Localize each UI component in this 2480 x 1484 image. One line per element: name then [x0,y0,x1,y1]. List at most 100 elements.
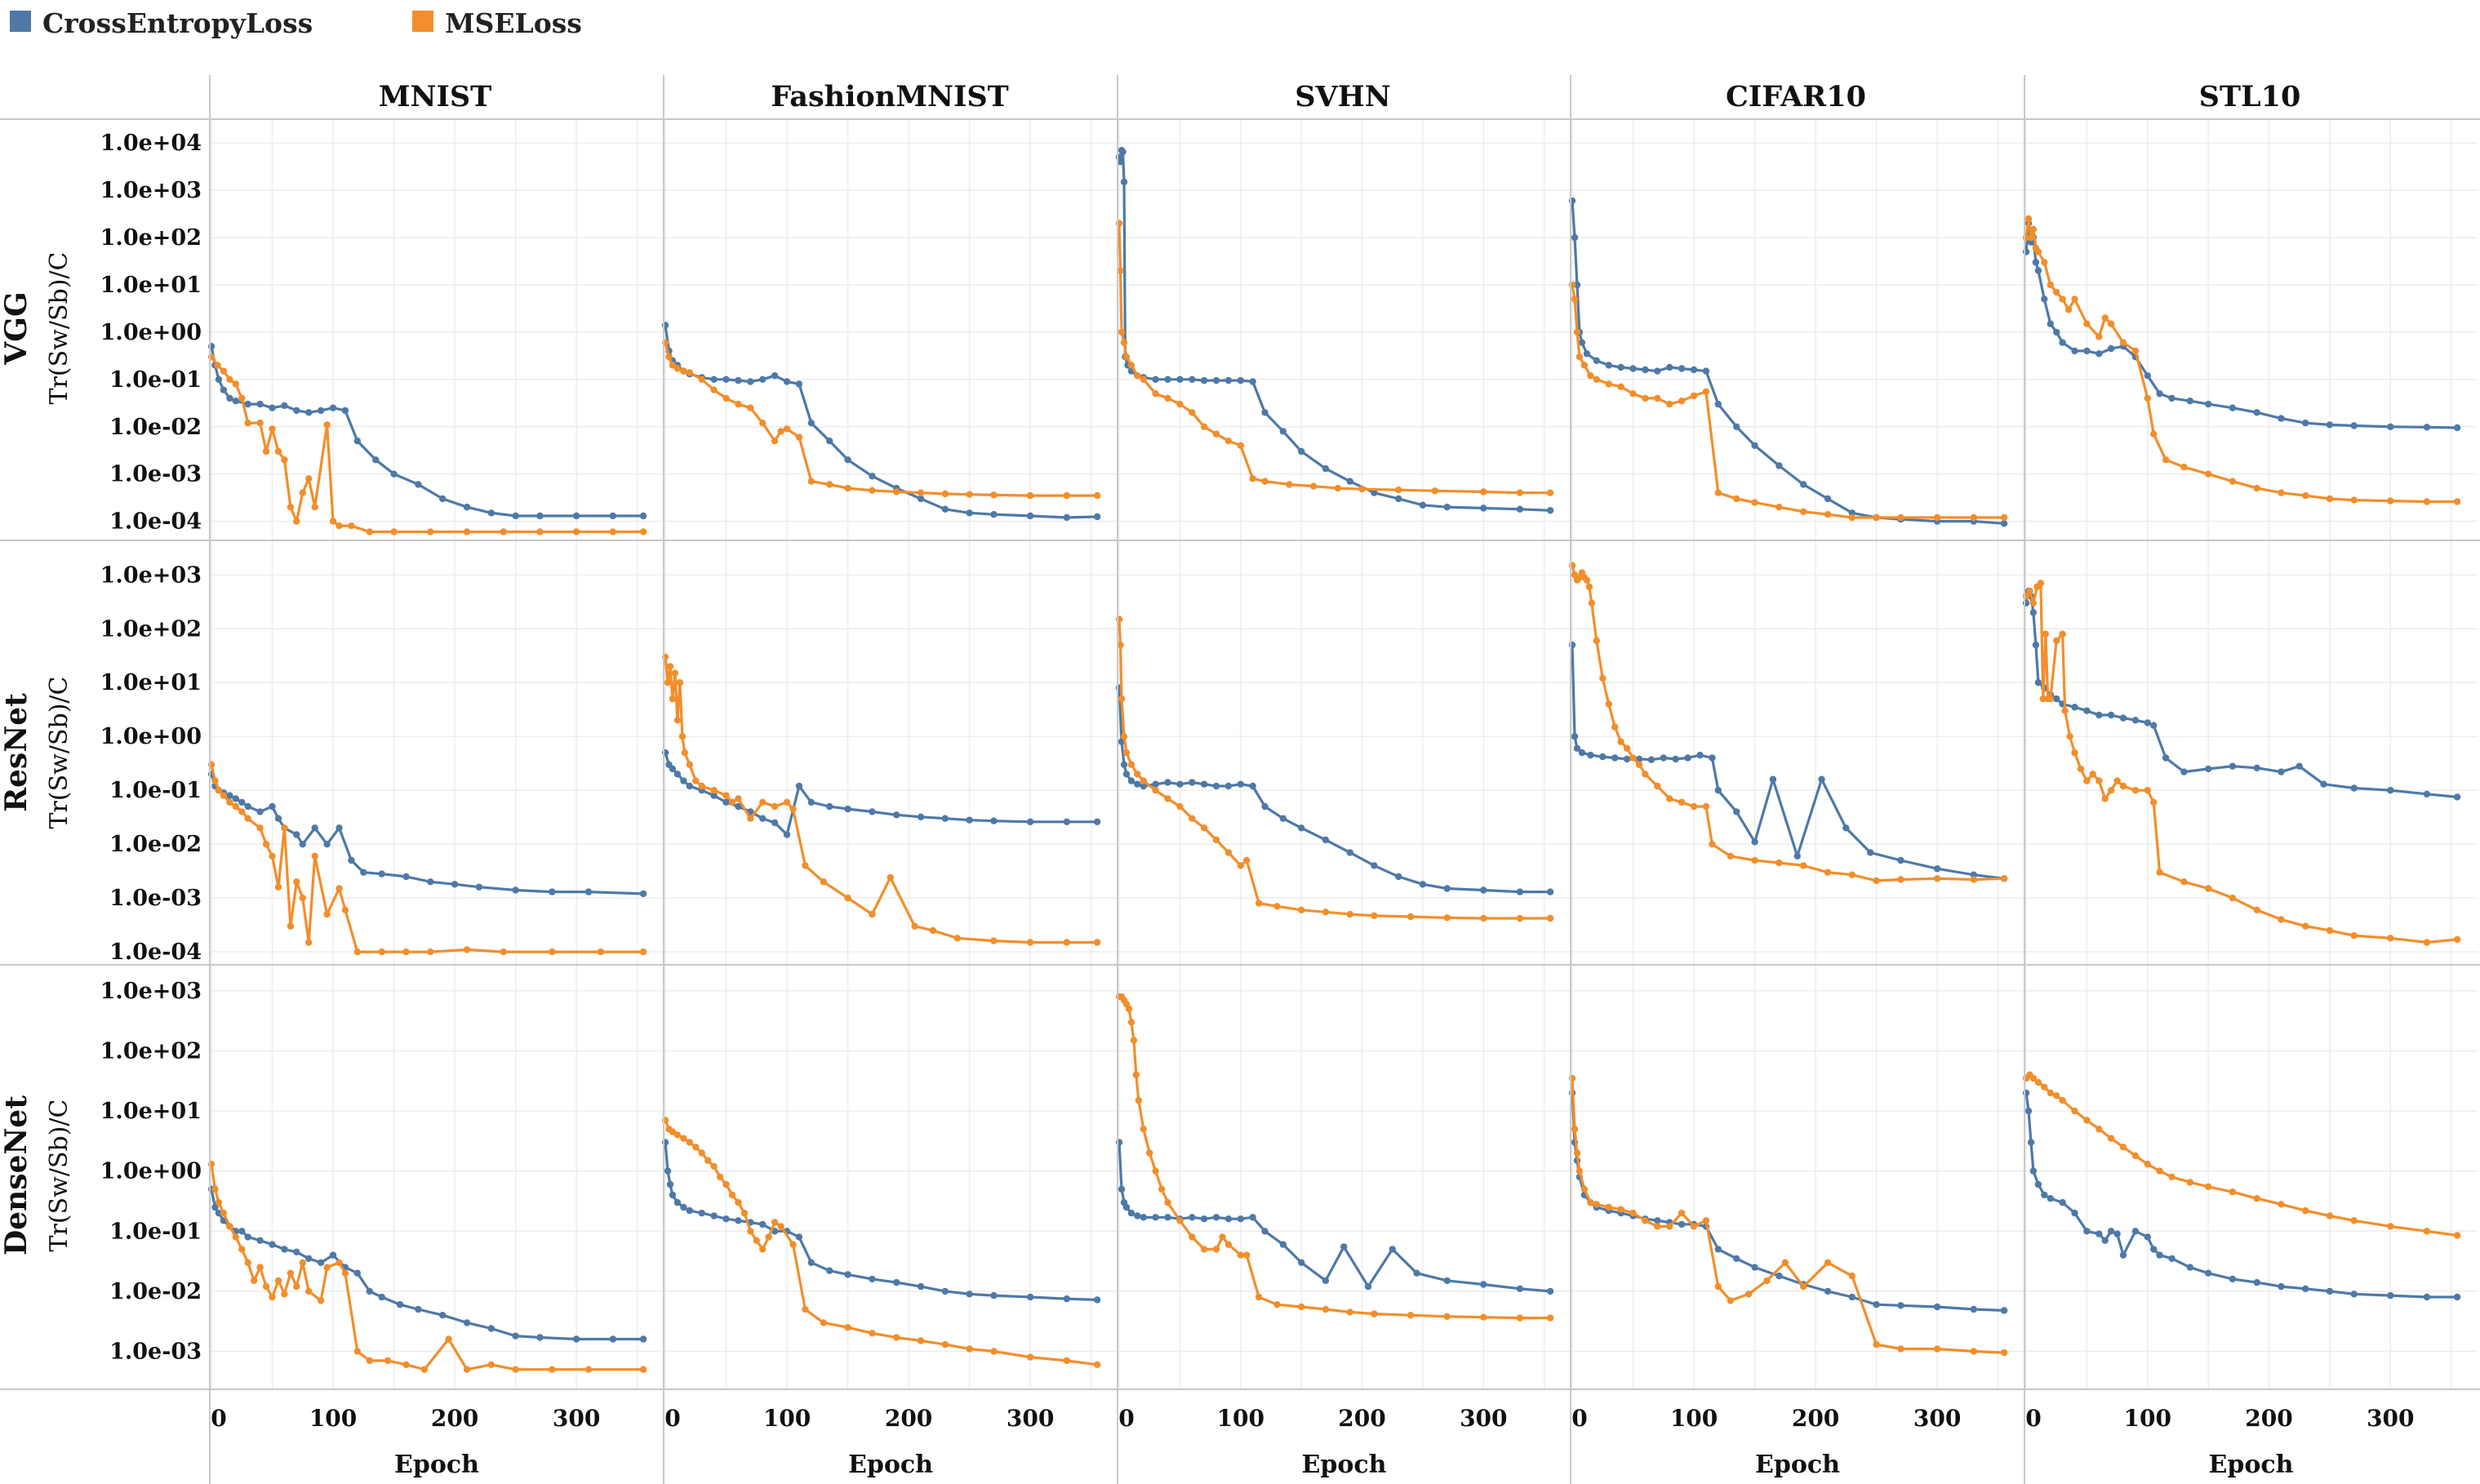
data-point-crossentropyloss [536,512,544,520]
data-point-crossentropyloss [2059,1198,2066,1206]
data-point-mseloss [765,1233,772,1241]
data-point-mseloss [281,456,288,464]
data-point-mseloss [244,1259,251,1267]
data-point-mseloss [2000,1348,2008,1357]
data-point-crossentropyloss [844,456,851,464]
data-point-mseloss [232,802,239,811]
y-tick-label: 1.0e+02 [100,225,202,251]
data-point-crossentropyloss [673,771,682,778]
data-point-mseloss [1571,1126,1579,1133]
legend-label-mseloss: MSELoss [445,7,582,39]
data-point-mseloss [2066,733,2073,740]
x-tick-label: 200 [1792,1405,1839,1432]
data-point-mseloss [826,481,833,488]
data-point-crossentropyloss [686,1206,693,1215]
data-point-crossentropyloss [415,481,422,488]
data-point-crossentropyloss [735,376,742,384]
data-point-crossentropyloss [2162,754,2170,762]
data-point-crossentropyloss [226,394,233,402]
data-point-crossentropyloss [680,777,687,784]
data-point-mseloss [2064,306,2073,313]
y-tick-label: 1.0e-03 [109,886,202,911]
data-point-mseloss [917,489,925,496]
data-point-crossentropyloss [1298,447,1305,455]
data-point-mseloss [1666,400,1673,408]
data-point-crossentropyloss [475,883,483,891]
data-point-mseloss [293,1282,300,1291]
data-point-crossentropyloss [2144,372,2151,380]
data-point-crossentropyloss [1583,350,1591,358]
data-point-mseloss [1781,1259,1789,1267]
data-point-crossentropyloss [281,1246,288,1253]
data-point-crossentropyloss [2168,1255,2176,1263]
data-point-crossentropyloss [1093,818,1101,825]
data-point-mseloss [1751,499,1758,506]
data-point-crossentropyloss [232,795,239,802]
data-point-crossentropyloss [844,1271,851,1278]
data-point-crossentropyloss [2083,707,2091,714]
y-tick-label: 1.0e+01 [100,273,202,298]
data-point-crossentropyloss [2113,1230,2121,1237]
data-point-crossentropyloss [1122,1203,1131,1211]
data-point-mseloss [2047,1089,2054,1097]
data-point-mseloss [680,367,687,375]
data-point-mseloss [2326,495,2334,503]
data-point-crossentropyloss [269,404,276,411]
data-point-mseloss [445,1335,452,1343]
data-point-mseloss [1897,513,1904,522]
data-point-crossentropyloss [2000,520,2008,527]
data-point-mseloss [1309,482,1318,490]
data-point-mseloss [2180,878,2188,886]
data-point-crossentropyloss [1800,481,1807,488]
data-point-crossentropyloss [1714,1246,1722,1253]
data-point-mseloss [2089,771,2096,778]
data-point-mseloss [2205,885,2212,892]
data-point-mseloss [262,1282,270,1291]
data-point-mseloss [256,420,264,427]
data-point-crossentropyloss [2453,793,2461,801]
data-point-mseloss [1873,877,1880,885]
data-point-mseloss [1666,795,1673,802]
data-point-mseloss [869,487,876,494]
data-point-mseloss [2034,248,2042,255]
data-point-crossentropyloss [1189,1214,1196,1221]
data-point-mseloss [323,1264,331,1271]
panel-densenet-mnist [207,965,664,1389]
data-point-mseloss [665,353,673,361]
data-point-mseloss [1371,1310,1378,1317]
data-point-mseloss [1848,513,1856,522]
data-point-mseloss [2453,1232,2461,1239]
data-point-mseloss [639,528,647,535]
data-point-mseloss [1702,388,1710,396]
data-point-crossentropyloss [1279,1241,1287,1248]
data-point-mseloss [1605,380,1612,388]
data-point-crossentropyloss [1443,504,1451,511]
data-point-mseloss [299,489,306,496]
data-point-crossentropyloss [244,802,251,811]
data-point-crossentropyloss [686,782,693,790]
x-tick-label: 300 [1913,1405,1961,1432]
data-point-crossentropyloss [2059,339,2066,346]
data-point-mseloss [777,1223,784,1230]
data-point-mseloss [2096,777,2103,784]
data-point-crossentropyloss [1140,1214,1148,1221]
data-point-crossentropyloss [1134,780,1141,788]
data-point-mseloss [597,948,605,956]
data-point-mseloss [211,1185,219,1193]
data-point-mseloss [1130,1037,1138,1044]
data-point-crossentropyloss [1751,442,1758,449]
data-point-mseloss [1970,1348,1977,1355]
data-point-crossentropyloss [2041,295,2048,303]
data-point-mseloss [1135,1096,1143,1104]
data-point-mseloss [1189,409,1196,416]
data-point-mseloss [1970,876,1977,883]
data-point-mseloss [710,386,718,393]
data-point-mseloss [1714,489,1722,496]
data-point-crossentropyloss [722,798,730,806]
data-point-mseloss [869,1330,876,1337]
data-point-mseloss [759,420,767,427]
data-point-mseloss [639,1366,647,1373]
data-point-mseloss [692,1144,700,1151]
data-point-crossentropyloss [2205,1269,2212,1277]
data-point-crossentropyloss [329,1251,337,1259]
